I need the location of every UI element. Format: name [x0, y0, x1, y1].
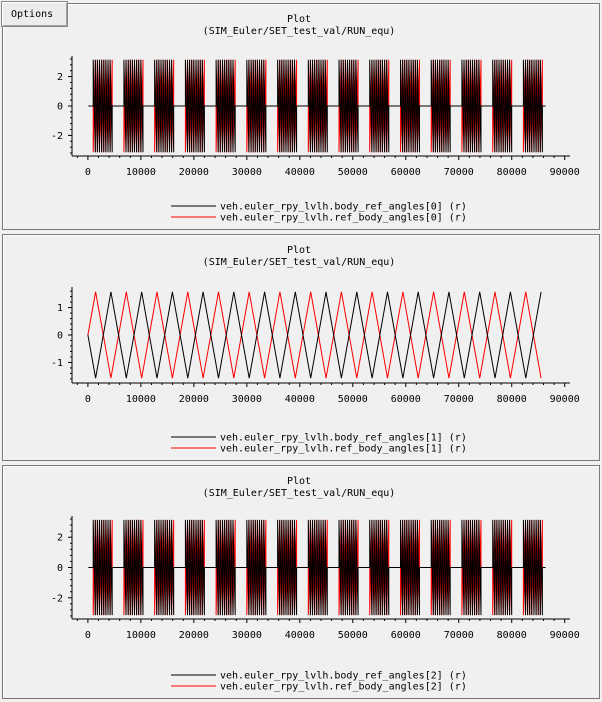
legend-label-1: veh.euler_rpy_lvlh.ref_body_angles[2] (r… — [220, 682, 467, 693]
legend-label-1: veh.euler_rpy_lvlh.ref_body_angles[1] (r… — [220, 444, 467, 455]
x-tick-label: 10000 — [126, 394, 156, 405]
x-tick-label: 80000 — [497, 630, 527, 641]
plot-area — [88, 59, 546, 153]
legend-label-0: veh.euler_rpy_lvlh.body_ref_angles[2] (r… — [220, 671, 467, 682]
legend-label-0: veh.euler_rpy_lvlh.body_ref_angles[1] (r… — [220, 433, 467, 444]
x-tick-label: 60000 — [391, 630, 421, 641]
x-tick-label: 40000 — [285, 630, 315, 641]
x-tick-label: 20000 — [179, 630, 209, 641]
chart-svg: Plot(SIM_Euler/SET_test_val/RUN_equ) 0 100… — [51, 245, 580, 455]
y-tick-label: 0 — [57, 563, 63, 574]
x-tick-label: 30000 — [232, 394, 262, 405]
series-line-0 — [88, 59, 546, 153]
x-tick-label: 10000 — [126, 167, 156, 178]
chart-title: Plot — [287, 476, 311, 487]
legend-label-0: veh.euler_rpy_lvlh.body_ref_angles[0] (r… — [220, 202, 467, 213]
y-tick-label: 1 — [57, 303, 63, 314]
x-tick-label: 50000 — [338, 167, 368, 178]
x-tick-label: 70000 — [444, 394, 474, 405]
x-tick-label: 70000 — [444, 167, 474, 178]
y-tick-label: 0 — [57, 331, 63, 342]
series-line-0 — [88, 519, 546, 616]
chart-subtitle: (SIM_Euler/SET_test_val/RUN_equ) — [203, 257, 396, 268]
y-tick-label: 2 — [57, 533, 63, 544]
chart-title: Plot — [287, 14, 311, 25]
legend-label-1: veh.euler_rpy_lvlh.ref_body_angles[0] (r… — [220, 213, 467, 224]
y-tick-label: -2 — [51, 593, 63, 604]
y-tick-label: -2 — [51, 131, 63, 142]
series-line-1 — [87, 291, 542, 379]
x-tick-label: 10000 — [126, 630, 156, 641]
plot-panel-2: Plot (SIM_Euler/SET_test_val/RUN_equ) 0 100… — [2, 234, 600, 461]
x-tick-label: 30000 — [232, 630, 262, 641]
options-button[interactable]: Options — [1, 1, 68, 27]
series-line-0 — [87, 291, 542, 379]
chart-subtitle: (SIM_Euler/SET_test_val/RUN_equ) — [203, 488, 396, 499]
plot-area — [88, 519, 546, 616]
x-tick-label: 20000 — [179, 394, 209, 405]
chart-svg: Plot(SIM_Euler/SET_test_val/RUN_equ) 0 100… — [51, 14, 580, 224]
x-tick-label: 80000 — [497, 394, 527, 405]
x-tick-label: 60000 — [391, 167, 421, 178]
plot-area — [87, 291, 542, 379]
x-tick-label: 60000 — [391, 394, 421, 405]
y-tick-label: 2 — [57, 72, 63, 83]
x-tick-label: 50000 — [338, 630, 368, 641]
x-tick-label: 0 — [85, 167, 91, 178]
x-tick-label: 80000 — [497, 167, 527, 178]
plot-panel-1: Plot (SIM_Euler/SET_test_val/RUN_equ) 0 100… — [2, 3, 600, 230]
chart-subtitle: (SIM_Euler/SET_test_val/RUN_equ) — [203, 26, 396, 37]
chart-svg: Plot(SIM_Euler/SET_test_val/RUN_equ) 0 100… — [51, 476, 580, 693]
y-tick-label: 0 — [57, 102, 63, 113]
plot-panel-3: Plot (SIM_Euler/SET_test_val/RUN_equ) 0 100… — [2, 465, 600, 699]
x-tick-label: 90000 — [550, 167, 580, 178]
x-tick-label: 0 — [85, 394, 91, 405]
chart-title: Plot — [287, 245, 311, 256]
y-tick-label: -1 — [51, 358, 63, 369]
x-tick-label: 70000 — [444, 630, 474, 641]
x-tick-label: 40000 — [285, 167, 315, 178]
x-tick-label: 90000 — [550, 394, 580, 405]
x-tick-label: 90000 — [550, 630, 580, 641]
x-tick-label: 50000 — [338, 394, 368, 405]
x-tick-label: 40000 — [285, 394, 315, 405]
x-tick-label: 20000 — [179, 167, 209, 178]
x-tick-label: 0 — [85, 630, 91, 641]
x-tick-label: 30000 — [232, 167, 262, 178]
